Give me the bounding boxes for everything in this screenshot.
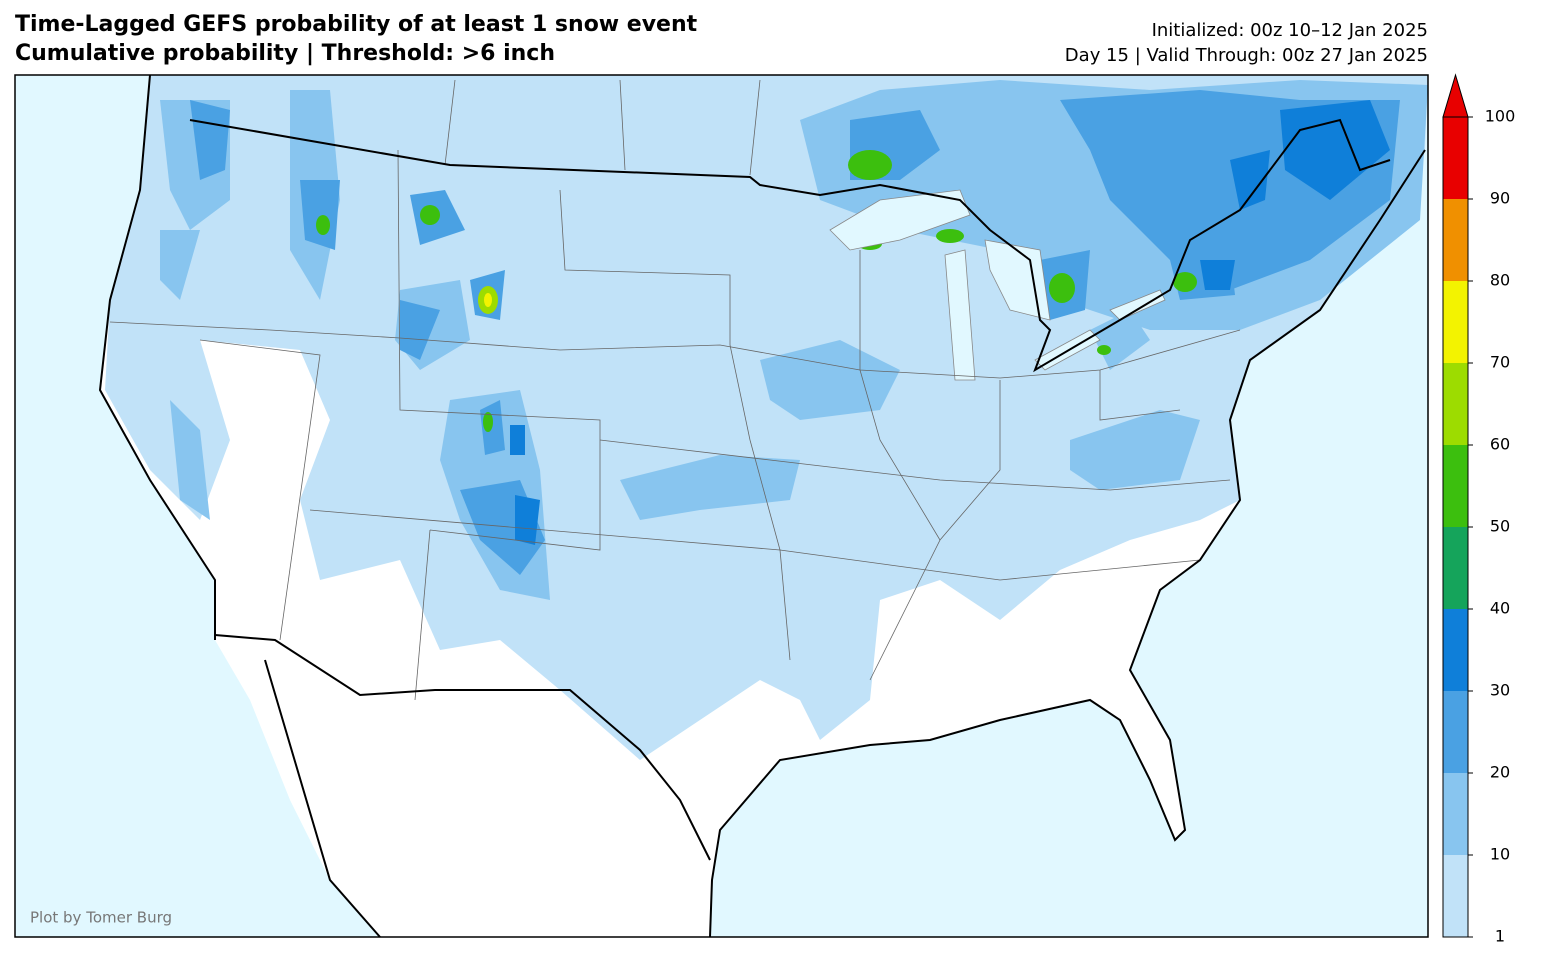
snow-30-40 — [510, 100, 1390, 545]
colorbar-extend — [1442, 73, 1469, 118]
colorbar-tick-label: 30 — [1490, 681, 1510, 700]
map: Plot by Tomer Burg — [14, 74, 1429, 938]
colorbar-bin — [1443, 527, 1468, 609]
snow-20-30 — [190, 90, 1400, 575]
borders — [98, 74, 1426, 938]
subtitle: Cumulative probability | Threshold: >6 i… — [15, 41, 555, 66]
colorbar-tick-label: 80 — [1490, 271, 1510, 290]
colorbar-tick-label: 50 — [1490, 517, 1510, 536]
colorbar-tick-label: 60 — [1490, 435, 1510, 454]
colorbar-tick-label: 70 — [1490, 353, 1510, 372]
colorbar-tick-label: 90 — [1490, 189, 1510, 208]
colorbar: 1 10 20 30 40 50 60 70 80 90 100 — [1442, 73, 1516, 946]
valid-time: Day 15 | Valid Through: 00z 27 Jan 2025 — [1065, 45, 1428, 66]
colorbar-bin — [1443, 281, 1468, 363]
colorbar-bin — [1443, 363, 1468, 445]
colorbar-bin — [1443, 855, 1468, 937]
colorbar-tick-label: 100 — [1485, 107, 1516, 126]
colorbar-tick-label: 20 — [1490, 763, 1510, 782]
colorbar-bin — [1443, 199, 1468, 281]
state-lines — [109, 79, 1241, 701]
colorbar-tick-label: 10 — [1490, 845, 1510, 864]
colorbar-bin — [1443, 773, 1468, 855]
init-time: Initialized: 00z 10–12 Jan 2025 — [1152, 20, 1428, 41]
map-frame — [14, 74, 1429, 938]
colorbar-bin — [1443, 609, 1468, 691]
colorbar-tick-label: 40 — [1490, 599, 1510, 618]
colorbar-bin — [1443, 117, 1468, 199]
colorbar-bin — [1443, 691, 1468, 773]
credit: Plot by Tomer Burg — [30, 909, 172, 927]
title: Time-Lagged GEFS probability of at least… — [15, 12, 698, 37]
colorbar-tick-label: 1 — [1495, 927, 1505, 946]
colorbar-bin — [1443, 445, 1468, 527]
snow-10-20 — [160, 80, 1428, 600]
